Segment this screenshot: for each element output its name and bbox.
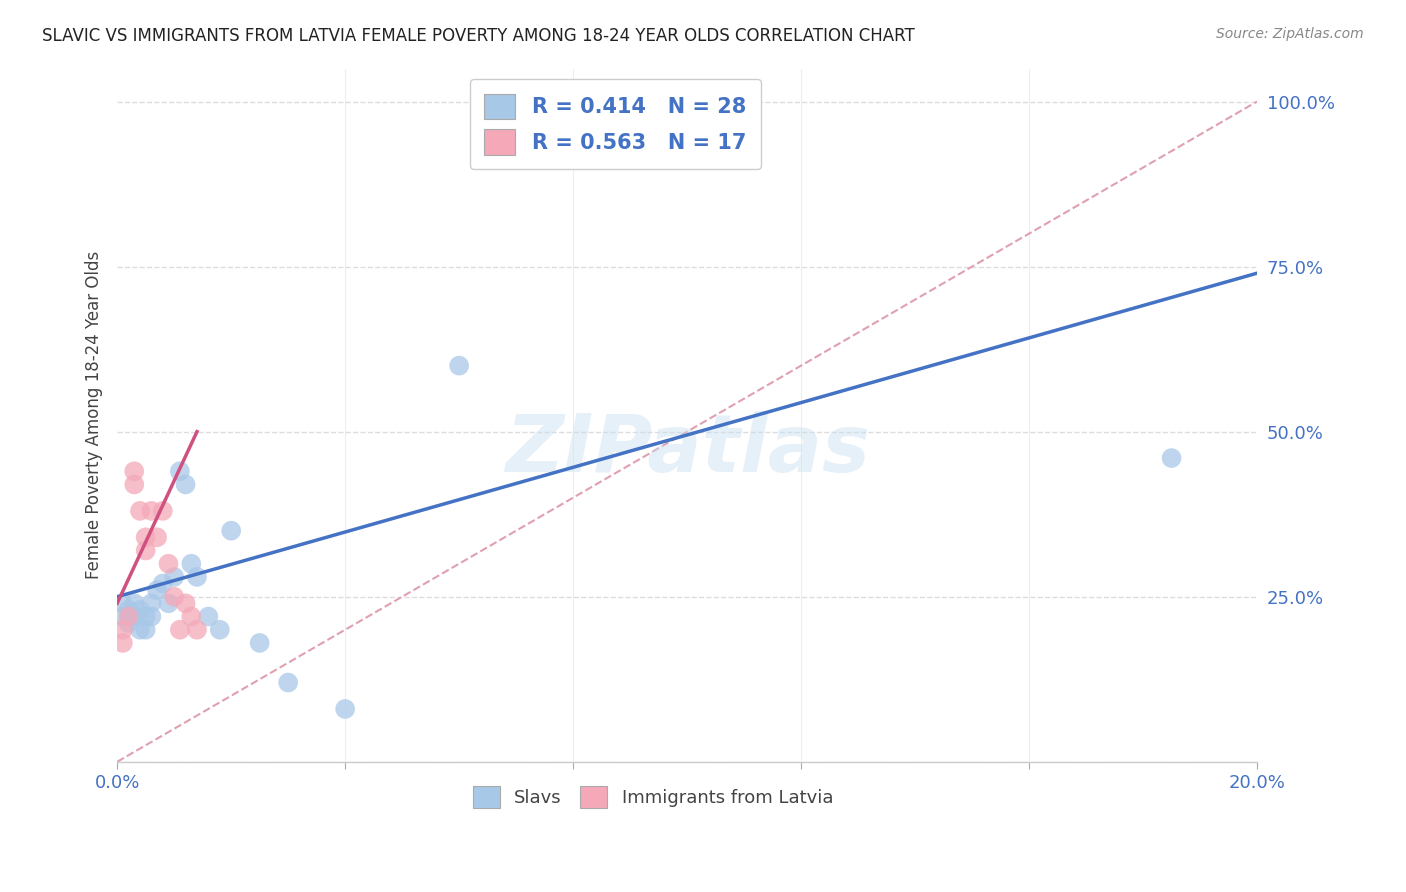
Point (249, 636, 271, 650)
Point (141, 596, 163, 610)
Text: SLAVIC VS IMMIGRANTS FROM LATVIA FEMALE POVERTY AMONG 18-24 YEAR OLDS CORRELATIO: SLAVIC VS IMMIGRANTS FROM LATVIA FEMALE … (42, 27, 915, 45)
Point (129, 603, 152, 617)
Point (152, 576, 174, 591)
Point (146, 583, 169, 598)
Point (157, 557, 180, 571)
Point (449, 359, 471, 373)
Point (111, 596, 134, 610)
Legend: Slavs, Immigrants from Latvia: Slavs, Immigrants from Latvia (465, 779, 841, 815)
Point (152, 504, 174, 518)
Point (135, 543, 157, 558)
Point (1160, 451, 1182, 466)
Point (135, 530, 157, 544)
Point (277, 675, 299, 690)
Point (163, 570, 186, 584)
Point (146, 530, 169, 544)
Point (124, 477, 146, 491)
Point (141, 504, 163, 518)
Point (135, 609, 157, 624)
Point (180, 557, 202, 571)
Point (219, 524, 242, 538)
Point (117, 616, 139, 631)
Y-axis label: Female Poverty Among 18-24 Year Olds: Female Poverty Among 18-24 Year Olds (86, 251, 103, 579)
Point (117, 609, 139, 624)
Point (129, 504, 152, 518)
Point (124, 609, 146, 624)
Point (169, 464, 191, 478)
Text: ZIPatlas: ZIPatlas (505, 411, 870, 489)
Point (124, 596, 146, 610)
Point (197, 609, 219, 624)
Point (174, 596, 197, 610)
Point (169, 623, 191, 637)
Point (186, 570, 208, 584)
Point (129, 623, 152, 637)
Point (111, 609, 134, 624)
Point (111, 623, 134, 637)
Point (111, 636, 134, 650)
Point (208, 623, 231, 637)
Point (157, 596, 180, 610)
Text: Source: ZipAtlas.com: Source: ZipAtlas.com (1216, 27, 1364, 41)
Point (124, 464, 146, 478)
Point (186, 623, 208, 637)
Point (174, 477, 197, 491)
Point (180, 609, 202, 624)
Point (163, 590, 186, 604)
Point (135, 623, 157, 637)
Point (333, 702, 356, 716)
Point (141, 609, 163, 624)
Point (117, 603, 139, 617)
